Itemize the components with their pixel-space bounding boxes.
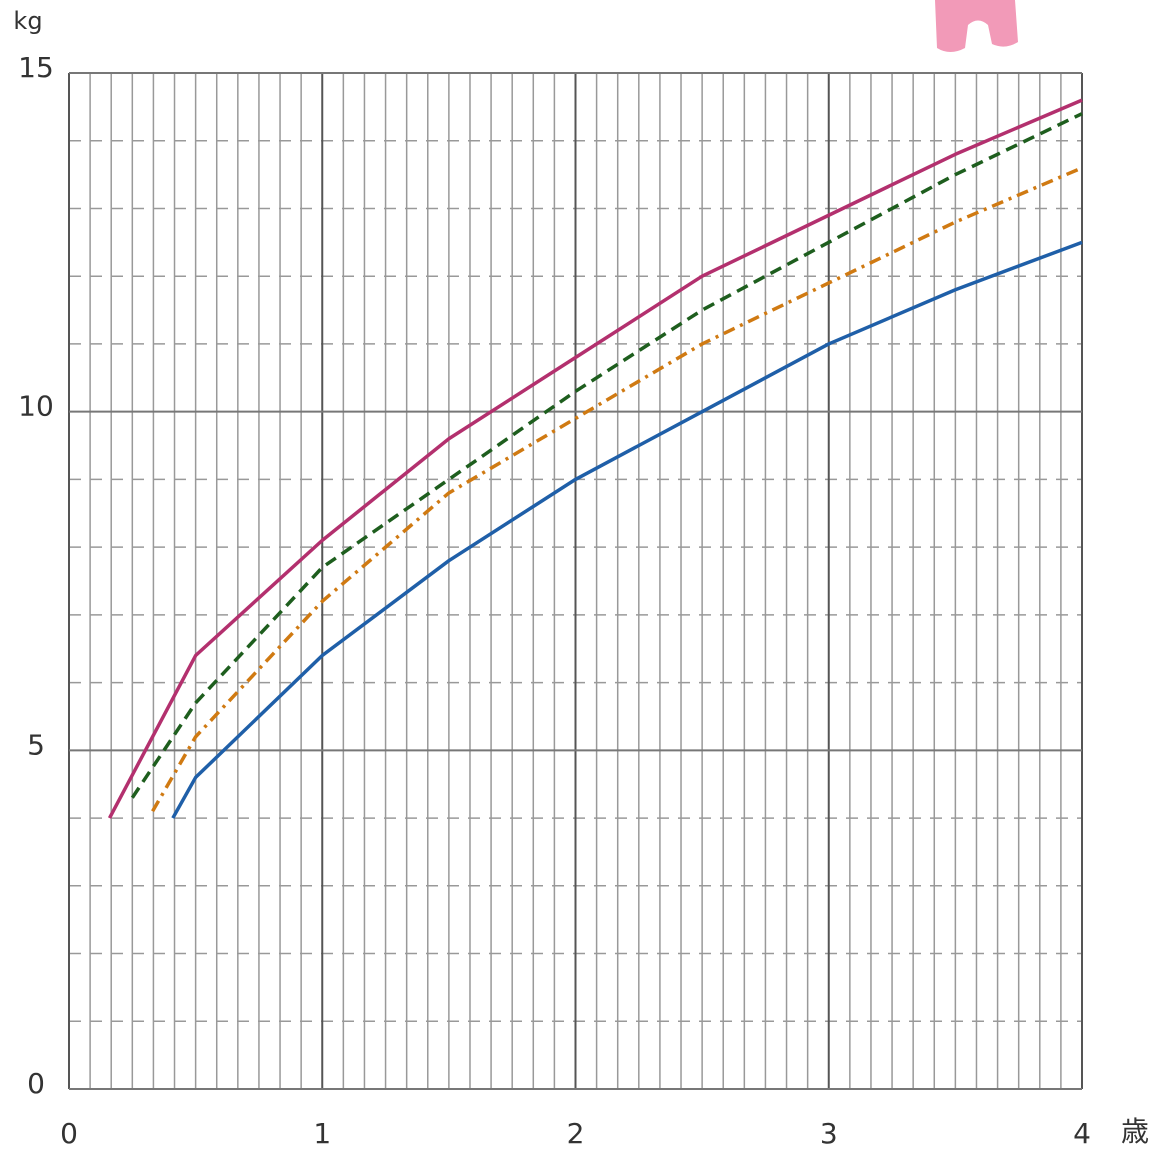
x-tick-label: 0 [60, 1117, 78, 1150]
y-axis-label: kg [13, 7, 42, 35]
x-tick-label: 1 [313, 1117, 331, 1150]
y-tick-label: 5 [27, 728, 45, 761]
line-series [130, 112, 1083, 799]
y-tick-label: 10 [18, 390, 54, 423]
y-tick-label: 15 [18, 51, 54, 84]
y-tick-label: 0 [27, 1067, 45, 1100]
x-axis-label: 歳 [1121, 1115, 1149, 1148]
line-series [151, 166, 1083, 813]
decoration [935, 0, 1018, 52]
x-tick-label: 4 [1073, 1117, 1091, 1150]
x-tick-label: 3 [820, 1117, 838, 1150]
line-series [107, 98, 1083, 819]
line-series [171, 240, 1083, 819]
x-tick-label: 2 [567, 1117, 585, 1150]
